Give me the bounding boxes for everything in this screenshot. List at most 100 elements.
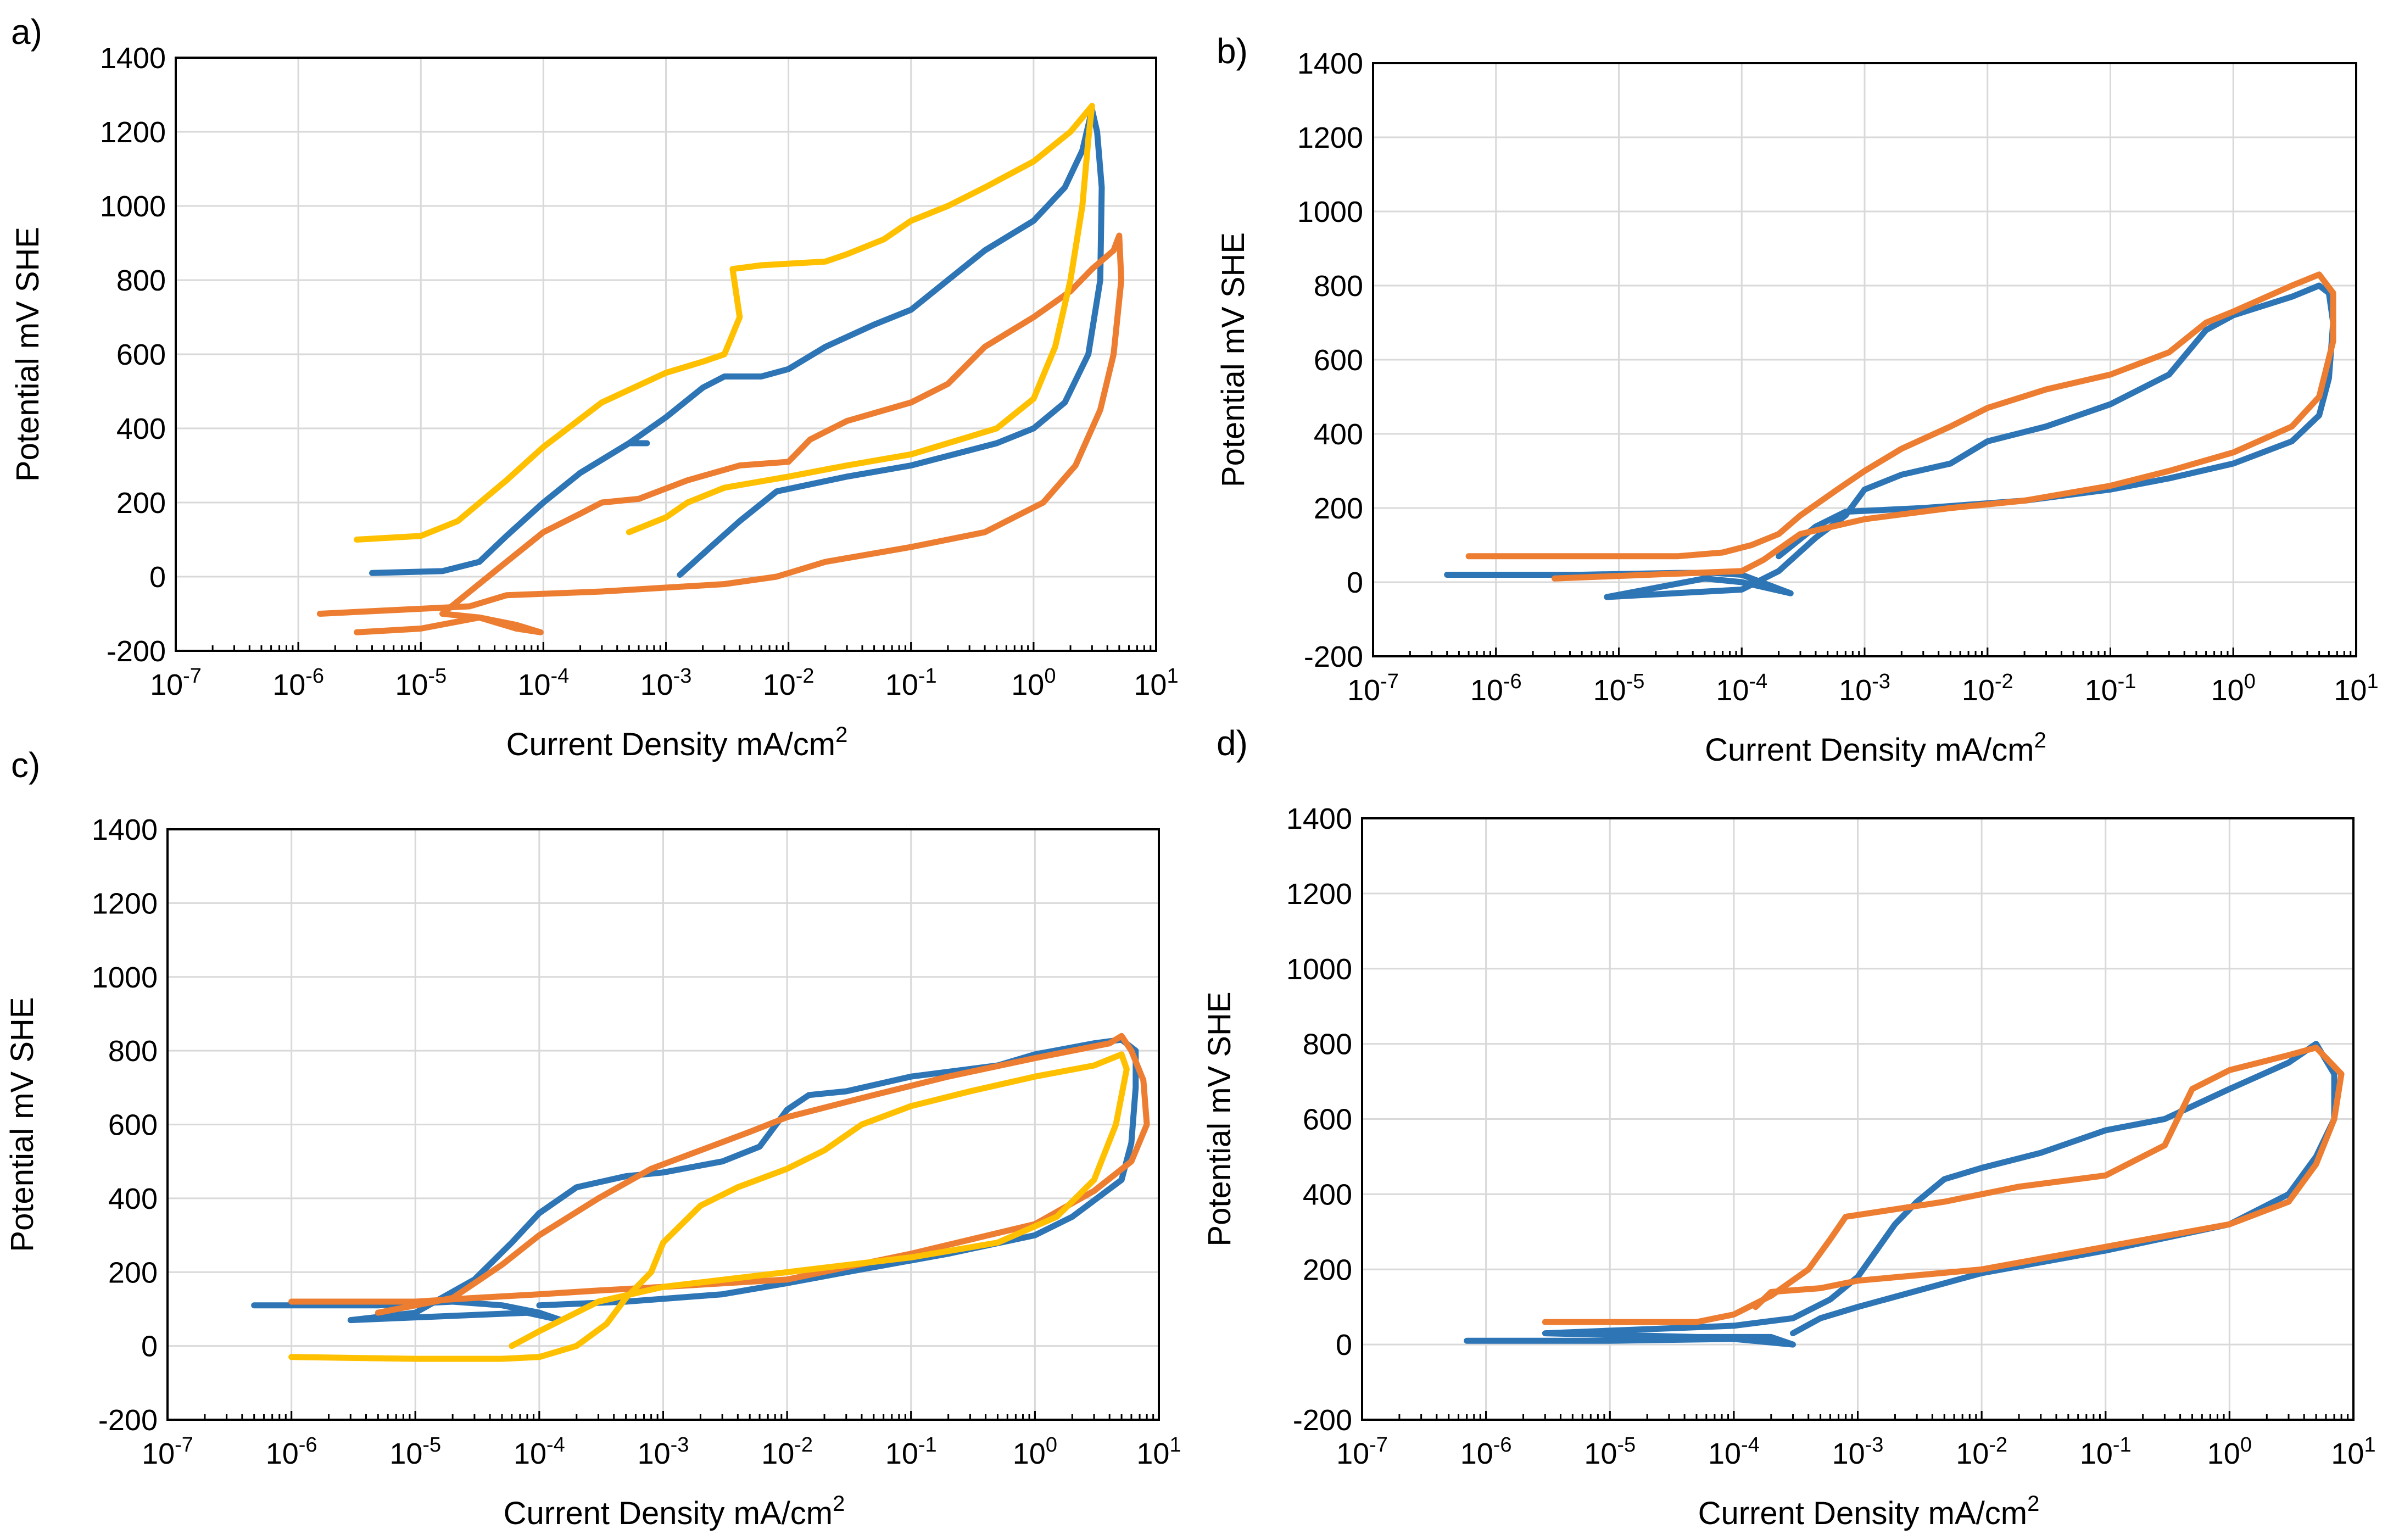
- x-tick-label: 100: [1013, 1433, 1057, 1470]
- plot-area-frame: [1372, 62, 2357, 657]
- x-tick-label: 10-5: [395, 665, 447, 701]
- panel-label: a): [11, 12, 42, 52]
- x-tick-label: 10-6: [1470, 670, 1522, 707]
- y-tick-label: 800: [1303, 1028, 1352, 1061]
- x-tick-label: 10-5: [1593, 670, 1645, 707]
- y-tick-label: 600: [116, 338, 166, 371]
- x-tick-label: 101: [1134, 665, 1178, 701]
- y-tick-label: 800: [116, 264, 166, 297]
- chart-panel-4: -200 0 200 400 600 800 1000 1200 1400 10-7 10-6 10-…: [1202, 723, 2376, 1531]
- panel-label: c): [11, 745, 40, 785]
- x-tick-label: 10-3: [640, 665, 692, 701]
- y-tick-label: 1200: [100, 116, 166, 149]
- y-tick-label: -200: [1304, 640, 1363, 673]
- x-tick-label: 100: [2211, 670, 2256, 707]
- x-tick-label: 101: [1136, 1433, 1181, 1470]
- y-tick-label: 1400: [1286, 802, 1352, 835]
- x-tick-label: 10-5: [1584, 1433, 1636, 1470]
- x-axis-label: Current Density mA/cm2: [1705, 728, 2046, 768]
- y-tick-label: 200: [1314, 492, 1363, 525]
- chart-panel-2: -200 0 200 400 600 800 1000 1200 1400 10-7 10-6 10-…: [1215, 31, 2379, 768]
- x-tick-label: 10-6: [272, 665, 324, 701]
- y-tick-label: 400: [1303, 1178, 1352, 1211]
- series-yellow-curve: [354, 103, 1095, 543]
- chart-panel-1: -200 0 200 400 600 800 1000 1200 1400 10-7 10-6 10-…: [10, 12, 1179, 762]
- panel-label: b): [1217, 31, 1248, 71]
- x-tick-label: 10-1: [2085, 670, 2136, 707]
- y-tick-label: 400: [116, 412, 166, 445]
- x-tick-label: 101: [2331, 1433, 2375, 1470]
- x-tick-label: 10-7: [142, 1433, 193, 1470]
- x-tick-label: 10-1: [2080, 1433, 2132, 1470]
- x-tick-label: 10-7: [1347, 670, 1399, 707]
- y-tick-label: 0: [149, 561, 166, 594]
- x-tick-label: 10-4: [517, 665, 569, 701]
- x-tick-label: 10-5: [389, 1433, 441, 1470]
- x-tick-label: 10-2: [1962, 670, 2013, 707]
- series-yellow-curve: [288, 1051, 1130, 1362]
- y-tick-label: 800: [1314, 270, 1363, 303]
- y-tick-label: 200: [116, 487, 166, 520]
- y-tick-label: 800: [108, 1035, 158, 1068]
- y-tick-label: 1000: [1286, 953, 1352, 986]
- y-axis-label: Potential mV SHE: [1202, 991, 1237, 1246]
- y-tick-label: 1400: [100, 42, 166, 75]
- y-tick-label: -200: [107, 635, 166, 668]
- y-tick-label: 200: [108, 1256, 158, 1289]
- y-tick-label: 0: [1347, 566, 1363, 599]
- plot-area-frame: [175, 57, 1157, 652]
- series-orange-curve: [1465, 271, 2336, 582]
- x-tick-label: 10-3: [638, 1433, 689, 1470]
- series-blue-curve: [251, 1036, 1139, 1324]
- panel-label: d): [1217, 723, 1248, 763]
- series-orange-curve: [1542, 1045, 2345, 1325]
- y-tick-label: 400: [1314, 418, 1363, 451]
- y-tick-label: 1400: [1297, 47, 1363, 80]
- x-tick-label: 10-7: [1336, 1433, 1388, 1470]
- y-tick-label: -200: [98, 1404, 158, 1437]
- x-axis-label: Current Density mA/cm2: [506, 723, 848, 762]
- chart-panel-3: -200 0 200 400 600 800 1000 1200 1400 10-7 10-6 10-…: [4, 745, 1181, 1531]
- y-tick-label: 1000: [100, 190, 166, 223]
- y-tick-label: 200: [1303, 1253, 1352, 1286]
- y-tick-label: 600: [108, 1109, 158, 1142]
- x-axis-label: Current Density mA/cm2: [504, 1492, 845, 1531]
- x-tick-label: 10-4: [1716, 670, 1767, 707]
- x-tick-label: 10-6: [1460, 1433, 1512, 1470]
- x-tick-label: 10-4: [514, 1433, 565, 1470]
- y-tick-label: 1200: [1297, 121, 1363, 154]
- y-tick-label: 600: [1314, 344, 1363, 377]
- series-blue-curve: [369, 107, 1105, 578]
- x-tick-label: 10-2: [763, 665, 814, 701]
- plot-area-frame: [166, 828, 1160, 1421]
- x-tick-label: 10-1: [885, 1433, 937, 1470]
- x-tick-label: 100: [2207, 1433, 2252, 1470]
- y-tick-label: 400: [108, 1182, 158, 1215]
- x-tick-label: 10-7: [150, 665, 202, 701]
- y-axis-label: Potential mV SHE: [1215, 232, 1251, 487]
- x-axis-label: Current Density mA/cm2: [1698, 1492, 2040, 1531]
- x-tick-label: 100: [1011, 665, 1056, 701]
- y-tick-label: 1000: [1297, 196, 1363, 228]
- x-tick-label: 10-2: [761, 1433, 813, 1470]
- y-axis-label: Potential mV SHE: [10, 227, 46, 482]
- y-tick-label: -200: [1293, 1404, 1352, 1437]
- y-tick-label: 1200: [92, 887, 158, 920]
- y-tick-label: 600: [1303, 1103, 1352, 1136]
- y-tick-label: 0: [141, 1330, 158, 1363]
- x-tick-label: 10-3: [1839, 670, 1890, 707]
- x-tick-label: 10-3: [1832, 1433, 1884, 1470]
- x-tick-label: 10-4: [1708, 1433, 1760, 1470]
- y-axis-label: Potential mV SHE: [4, 997, 40, 1252]
- x-tick-label: 101: [2334, 670, 2378, 707]
- y-tick-label: 0: [1336, 1329, 1352, 1362]
- y-tick-label: 1400: [92, 813, 158, 846]
- series-blue-curve: [1444, 282, 2336, 600]
- series-orange-curve: [316, 232, 1125, 635]
- x-tick-label: 10-2: [1956, 1433, 2007, 1470]
- x-tick-label: 10-6: [266, 1433, 317, 1470]
- plot-area-frame: [1361, 817, 2355, 1421]
- x-tick-label: 10-1: [885, 665, 937, 701]
- y-tick-label: 1000: [92, 961, 158, 994]
